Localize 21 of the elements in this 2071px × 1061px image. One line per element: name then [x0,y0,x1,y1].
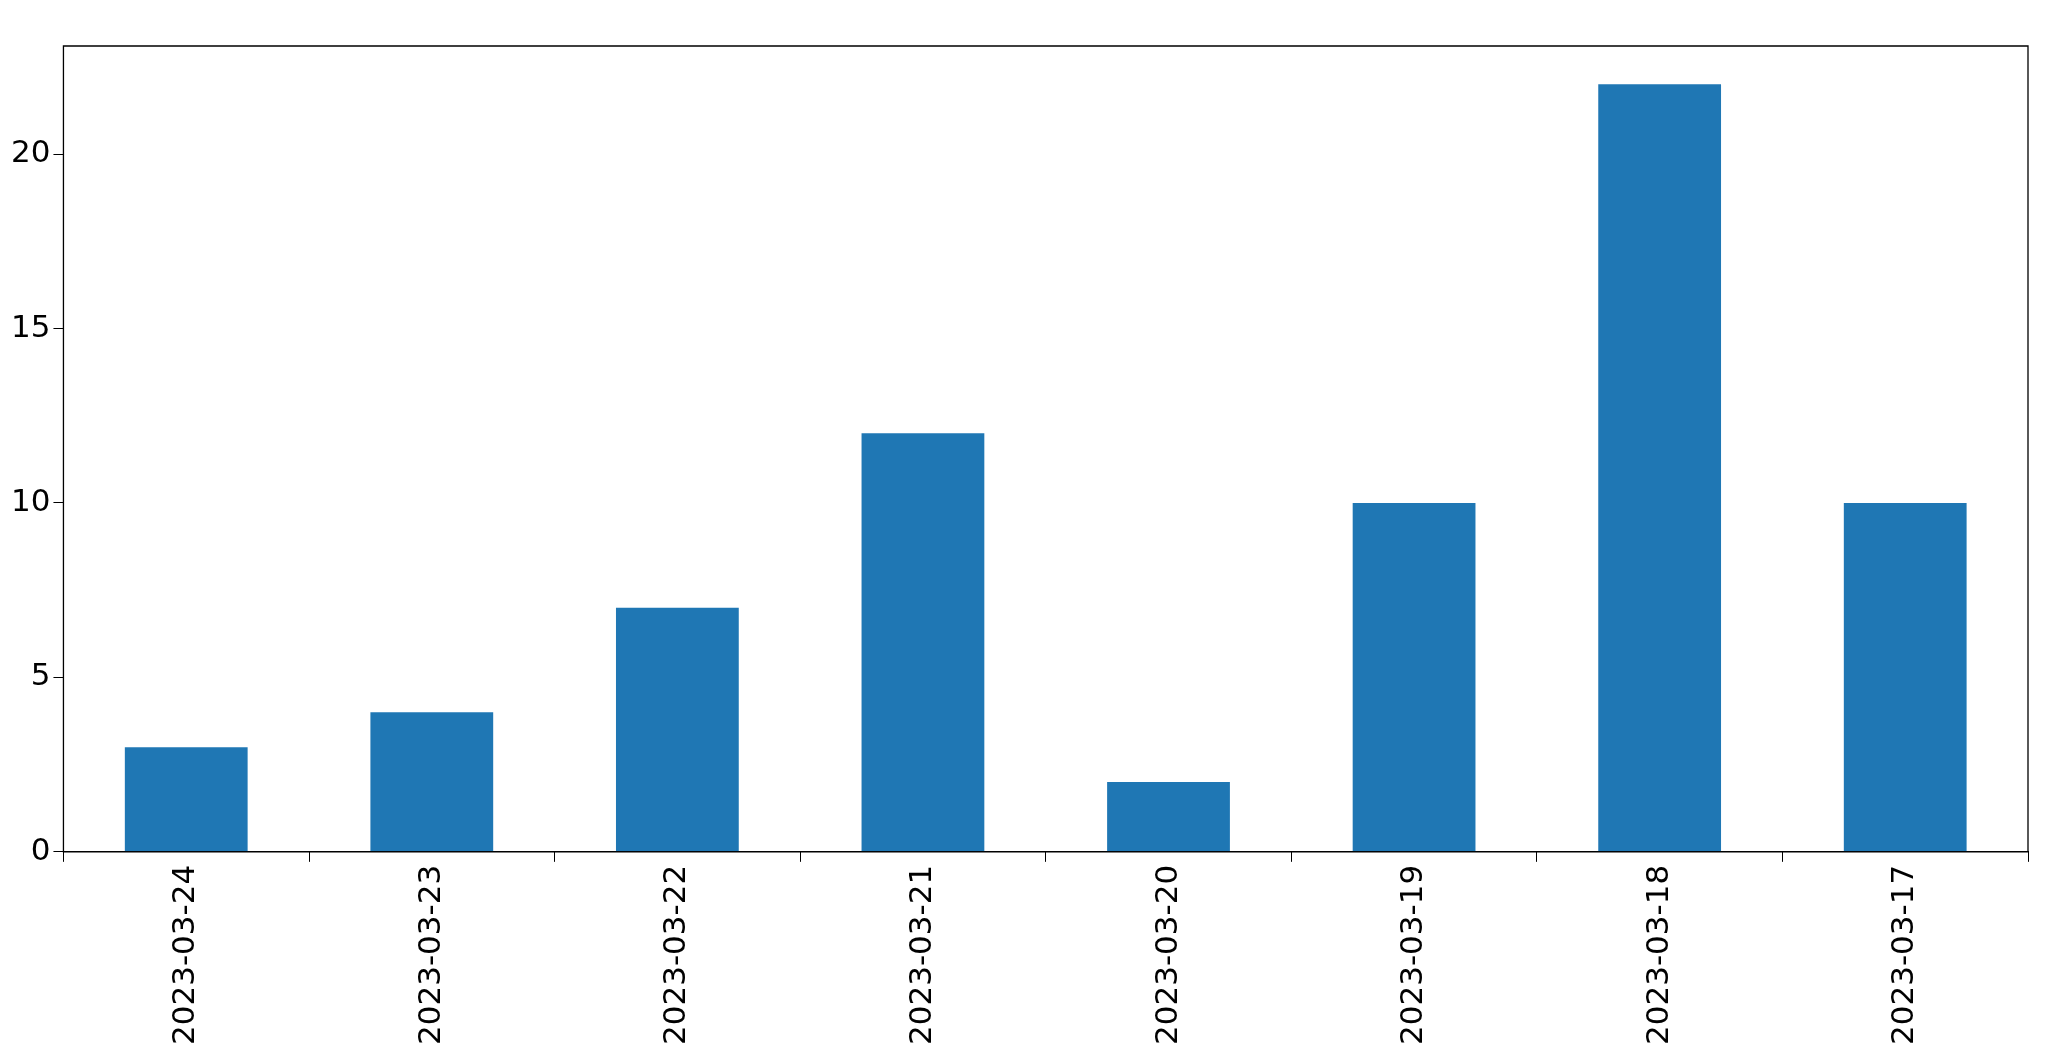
x-tick-label: 2023-03-21 [901,864,938,1046]
x-tick-label: 2023-03-19 [1393,864,1430,1046]
y-tick-label: 5 [30,656,51,693]
bar [1352,502,1476,852]
y-tick-label: 0 [30,830,51,867]
x-tick-label: 2023-03-18 [1638,864,1675,1046]
bar [615,607,739,852]
x-tick-label: 2023-03-17 [1884,864,1921,1046]
bar [1107,782,1230,852]
x-tick-label: 2023-03-20 [1147,864,1184,1046]
y-tick-label: 20 [10,133,51,170]
y-tick-label: 10 [10,482,51,519]
bar [370,712,494,852]
bar [861,433,985,852]
y-tick-label: 15 [10,307,51,344]
bar [1843,502,1967,852]
x-tick-label: 2023-03-22 [656,864,693,1046]
x-tick-label: 2023-03-24 [165,864,202,1046]
bar [124,747,248,852]
x-tick-label: 2023-03-23 [410,864,447,1046]
bar [1598,84,1722,852]
